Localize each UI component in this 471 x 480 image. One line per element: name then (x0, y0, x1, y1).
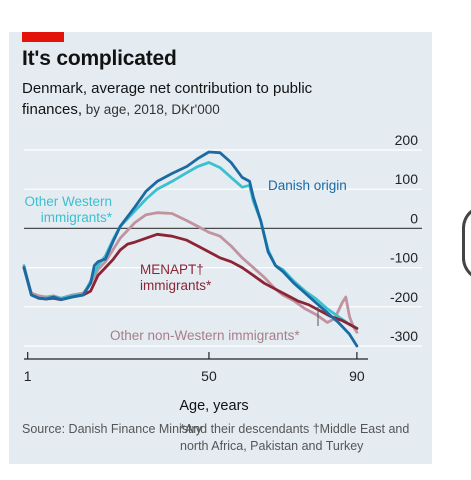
x-axis-label: Age, years (179, 398, 248, 414)
series-line (22, 150, 359, 348)
subtitle-main: Denmark, average net contribution to pub… (22, 80, 313, 118)
footnote: *And their descendants †Middle East and … (180, 422, 410, 453)
label-other-western: Other Western immigrants* (24, 194, 112, 225)
y-tick-label: 100 (395, 171, 419, 187)
x-tick-label: 1 (24, 368, 32, 384)
grid-lines (24, 149, 422, 347)
subtitle-detail: by age, 2018, DKr'000 (82, 102, 220, 117)
chart-title: It's complicated (22, 47, 177, 70)
y-tick-labels: 200 100 0 -100 -200 -300 (390, 132, 418, 344)
label-danish-origin: Danish origin (268, 178, 347, 193)
series-lines (22, 150, 359, 348)
brand-tag (22, 32, 64, 42)
source-note: Source: Danish Finance Ministry (22, 422, 202, 436)
x-tick-label: 50 (201, 368, 217, 384)
y-tick-label: 0 (410, 210, 418, 226)
y-tick-label: 200 (395, 132, 419, 148)
y-tick-label: -100 (390, 250, 418, 266)
label-menapt: MENAPT† immigrants* (140, 262, 212, 293)
series-annotations: Danish origin Other Western immigrants* MEN… (24, 178, 346, 343)
chart-card (9, 32, 432, 464)
x-ticks: 1 50 90 (24, 352, 368, 384)
y-tick-label: -300 (390, 328, 418, 344)
x-tick-label: 90 (349, 368, 365, 384)
chart-subtitle: Denmark, average net contribution to pub… (22, 78, 352, 120)
label-other-non-western: Other non-Western immigrants* (110, 328, 300, 343)
y-tick-label: -200 (390, 289, 418, 305)
